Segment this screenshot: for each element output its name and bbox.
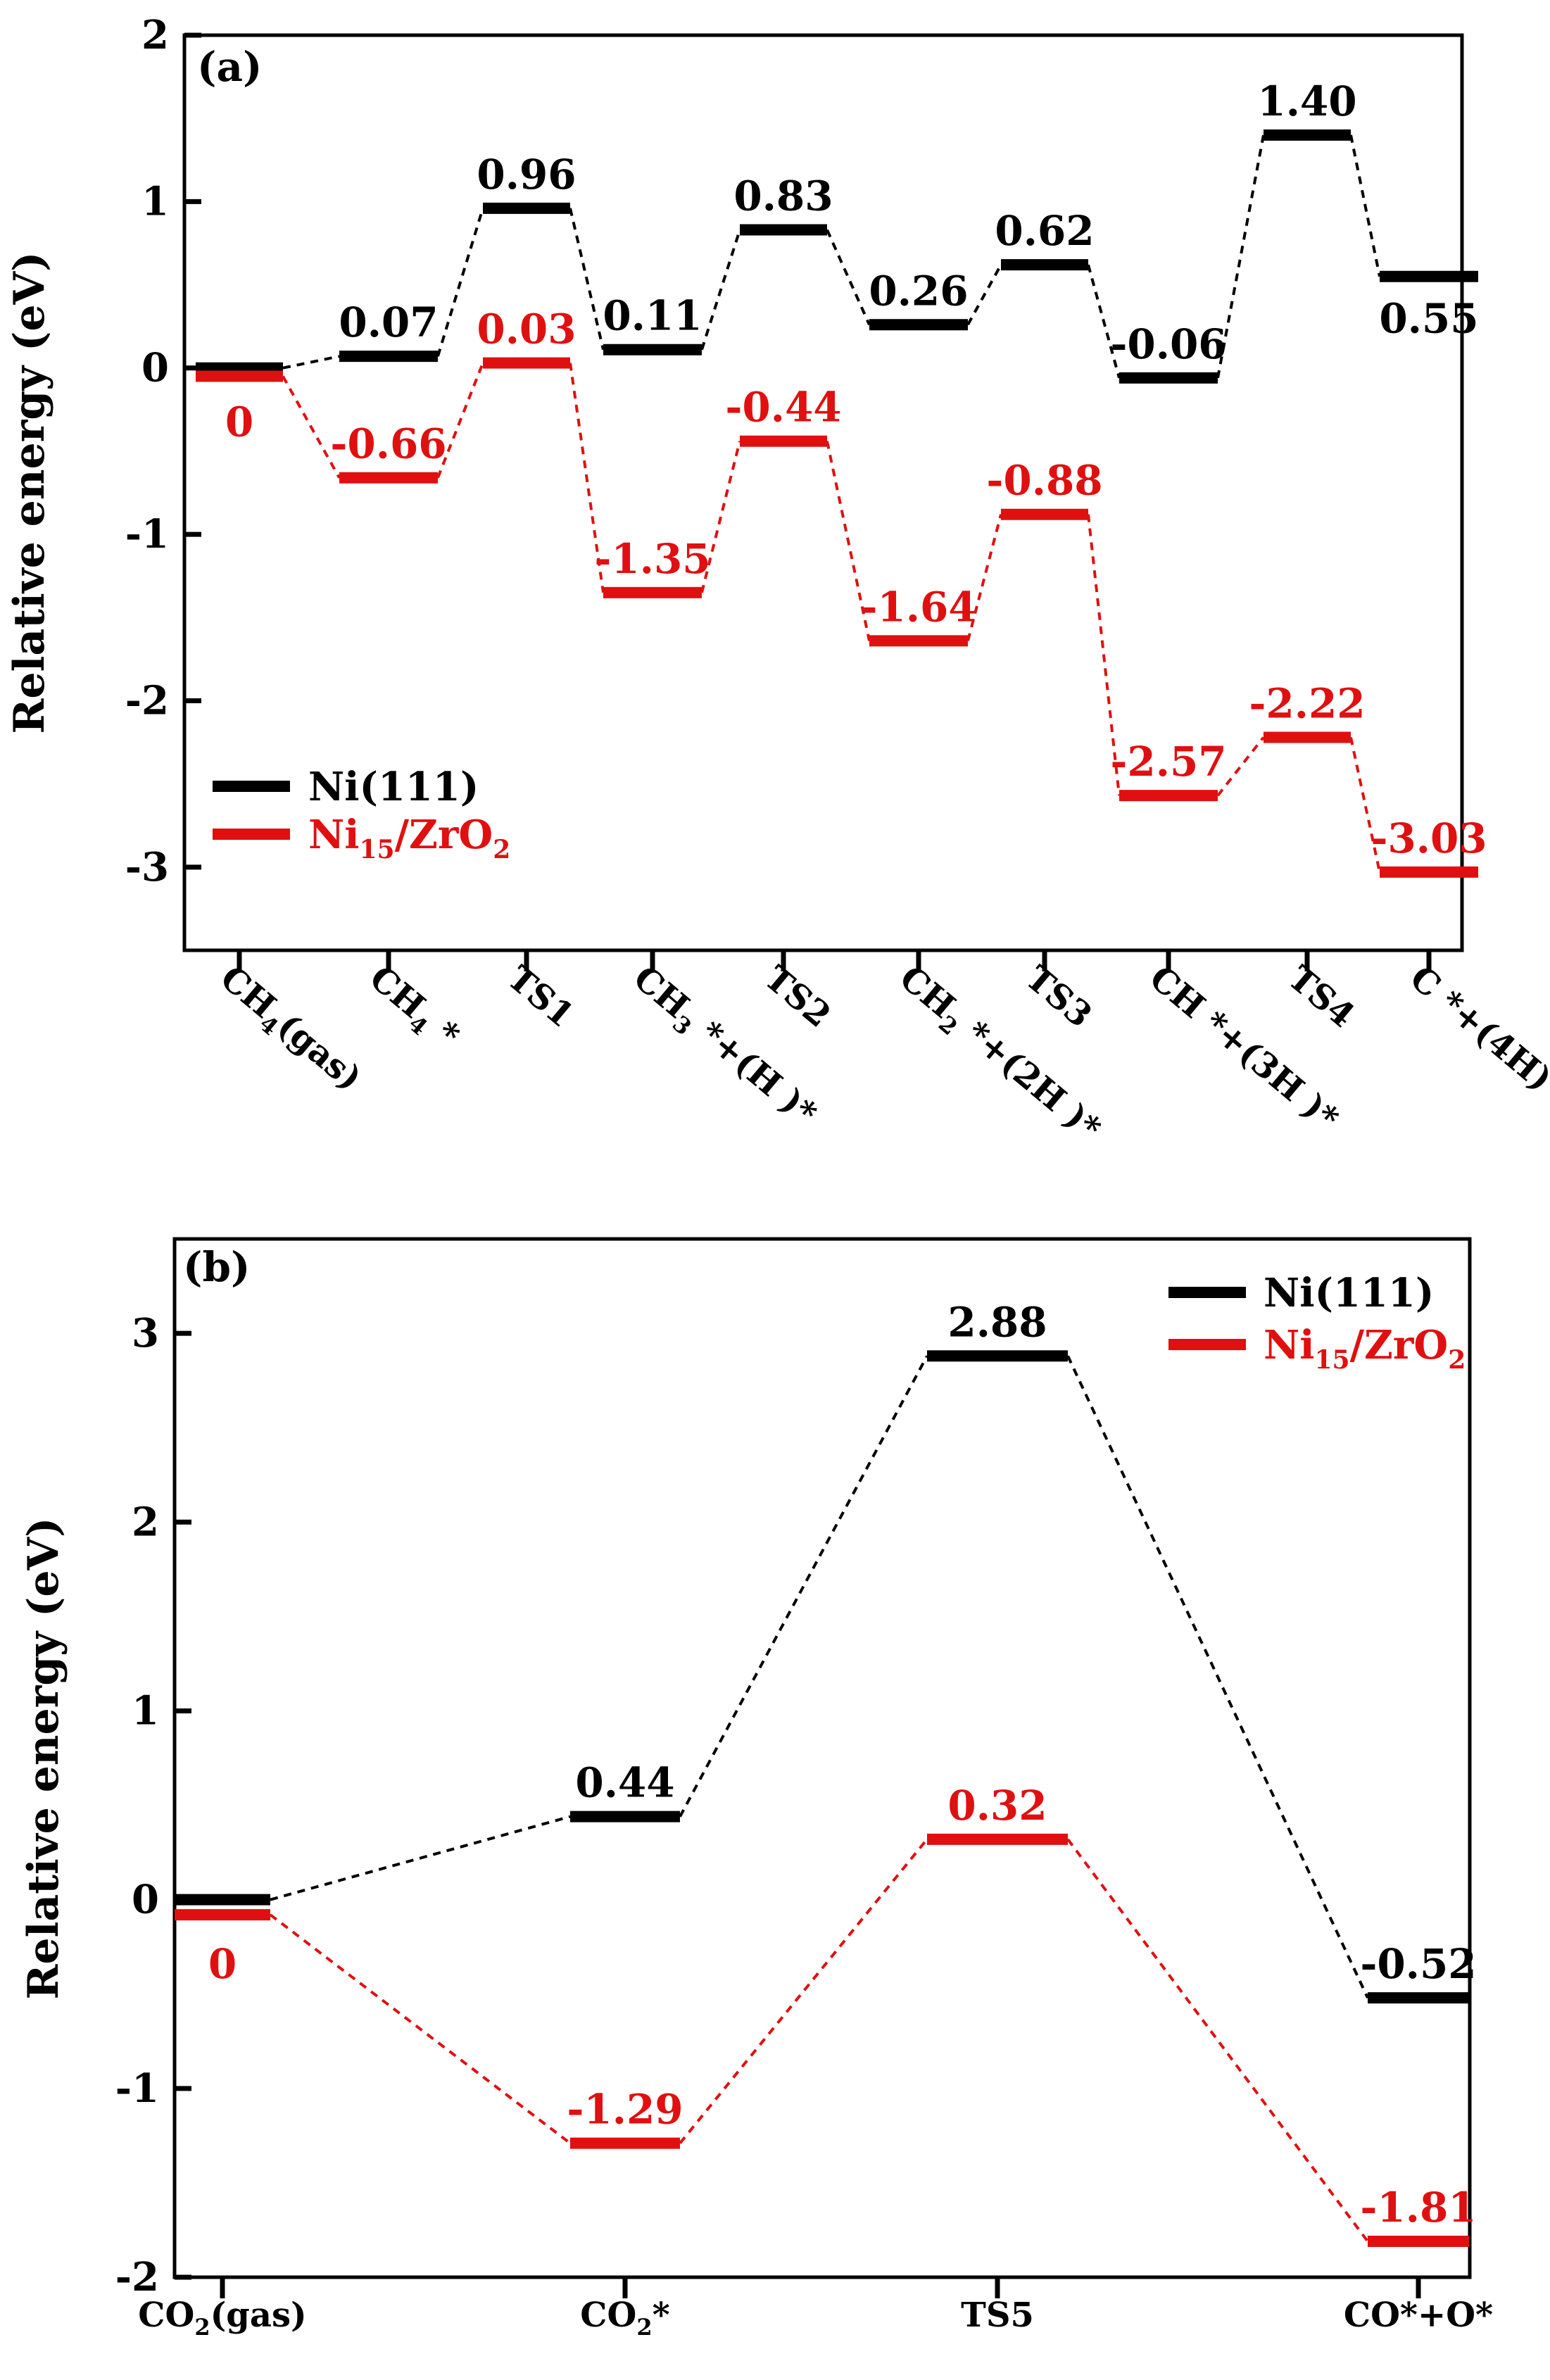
panel-a-y-axis-label: Relative energy (eV) [5,252,54,734]
connector-line [700,229,741,351]
category-label: TS5 [961,2296,1034,2335]
energy-data-label: 0 [208,1940,237,1988]
energy-data-label: 0.03 [477,306,576,353]
energy-data-label: -2.22 [1249,679,1365,727]
connector-line [826,229,871,326]
energy-data-label: -0.88 [986,457,1102,505]
legend-a-label-ni111: Ni(111) [308,764,479,810]
category-label: CO2* [580,2296,669,2341]
panel-b-series-ni111: 0.44 2.88 -0.52 [175,1298,1477,2004]
category-label: CO*+O* [1344,2296,1493,2335]
connector-line [436,208,484,357]
legend-b-label-ni15zro2: Ni15/ZrO2 [1264,1322,1466,1375]
panel-b-category-labels: CO2(gas) CO2* TS5 CO*+O* [138,2296,1493,2341]
y-tick-label: -2 [125,677,169,724]
y-tick-label: 0 [132,1877,159,1923]
panel-a-series-ni15zro2: 0 -0.66 0.03 -1.35 -0.44 -1.64 -0.88 -2.57 -2.22… [196,306,1487,878]
connector-line [1216,736,1265,797]
energy-data-label: -1.35 [594,535,710,583]
y-tick-label: 1 [141,178,169,225]
energy-data-label: -0.52 [1360,1940,1476,1988]
y-tick-label: 1 [132,1687,159,1734]
category-label: TS3 [1018,958,1099,1035]
energy-data-label: 0 [225,398,253,446]
connector-line [1349,134,1381,277]
energy-data-label: 0.26 [869,267,968,315]
energy-data-label: -1.64 [860,583,976,631]
category-label: TS2 [757,958,838,1035]
panel-b-series-ni15zro2: 0 -1.29 0.32 -1.81 [175,1782,1477,2248]
y-tick-label: -1 [125,511,169,558]
panel-a-y-ticks: -3 -2 -1 0 1 2 [125,12,201,890]
energy-data-label: 0.62 [995,207,1094,255]
category-label: C *+(4H) * [1402,958,1550,1118]
y-tick-label: 2 [132,1499,159,1545]
category-label: CH4(gas) [209,958,369,1102]
energy-data-label: 0.55 [1379,295,1478,343]
legend-a-label-ni15zro2: Ni15/ZrO2 [308,812,510,864]
category-label: CO2(gas) [138,2296,306,2341]
energy-data-label: 0.07 [339,298,438,346]
panel-b-legend: Ni(111) Ni15/ZrO2 [1168,1270,1466,1375]
connector-line [679,1355,928,1818]
connector-line [966,264,1002,326]
energy-data-label: -0.44 [725,384,841,432]
connector-line [569,208,605,351]
connector-line [282,355,340,370]
category-label: TS4 [1280,958,1361,1035]
energy-data-label: 0.11 [603,292,702,340]
energy-data-label: -1.29 [567,2086,683,2134]
category-label: TS1 [500,958,581,1035]
energy-data-label: -2.57 [1110,738,1226,786]
y-tick-label: -3 [125,844,169,890]
y-tick-label: -2 [115,2254,159,2300]
y-tick-label: 0 [141,345,169,391]
energy-data-label: -1.81 [1360,2184,1476,2231]
energy-data-label: 0.96 [477,151,576,199]
category-label: CH4 * [358,958,467,1059]
energy-data-label: 0.32 [947,1782,1047,1830]
panel-a-label: (a) [197,43,262,91]
panel-b-y-axis-label: Relative energy (eV) [19,1518,68,2000]
connector-line [1066,1355,1369,1998]
energy-data-label: 2.88 [947,1298,1047,1346]
panel-a-x-ticks [237,950,1432,971]
energy-data-label: -0.06 [1110,320,1226,368]
connector-line [282,375,341,479]
energy-data-label: 0.44 [575,1759,674,1807]
energy-data-label: -0.66 [330,420,446,468]
energy-data-label: 1.40 [1257,77,1356,125]
connector-line [270,1815,571,1901]
y-tick-label: 3 [132,1310,159,1356]
connector-line [569,363,605,593]
panel-b-x-ticks [220,2277,1421,2298]
panel-a-legend: Ni(111) Ni15/ZrO2 [213,764,510,864]
panel-a-series-ni111: 0.07 0.96 0.11 0.83 0.26 0.62 -0.06 1.40 0.55 [196,77,1479,384]
connector-line [1349,737,1381,873]
y-tick-label: 2 [141,12,169,58]
connector-line [1066,1838,1369,2243]
y-tick-label: -1 [115,2065,159,2112]
panel-a-plot-frame [182,33,1464,952]
panel-b-plot-frame [172,1237,1472,2279]
legend-b-label-ni111: Ni(111) [1264,1270,1434,1316]
energy-data-label: 0.83 [733,172,833,220]
connector-line [436,362,484,479]
connector-line [679,1838,928,2144]
connector-line [1087,514,1121,796]
connector-line [826,441,871,641]
connector-line [1087,264,1121,379]
panel-b-label: (b) [183,1243,250,1291]
connector-line [700,441,741,593]
connector-line [966,514,1002,641]
connector-line [269,1913,572,2145]
energy-data-label: -3.03 [1371,814,1487,862]
panel-b-chart: (b) Relative energy (eV) -2 -1 0 1 2 3 0.44 2.… [19,1237,1493,2341]
panel-b-y-ticks: -2 -1 0 1 2 3 [115,1310,191,2300]
panel-a-category-labels: CH4(gas)CH4 * TS1 CH3 *+(H )*TS2 CH2 *+(2H … [209,958,1550,1148]
